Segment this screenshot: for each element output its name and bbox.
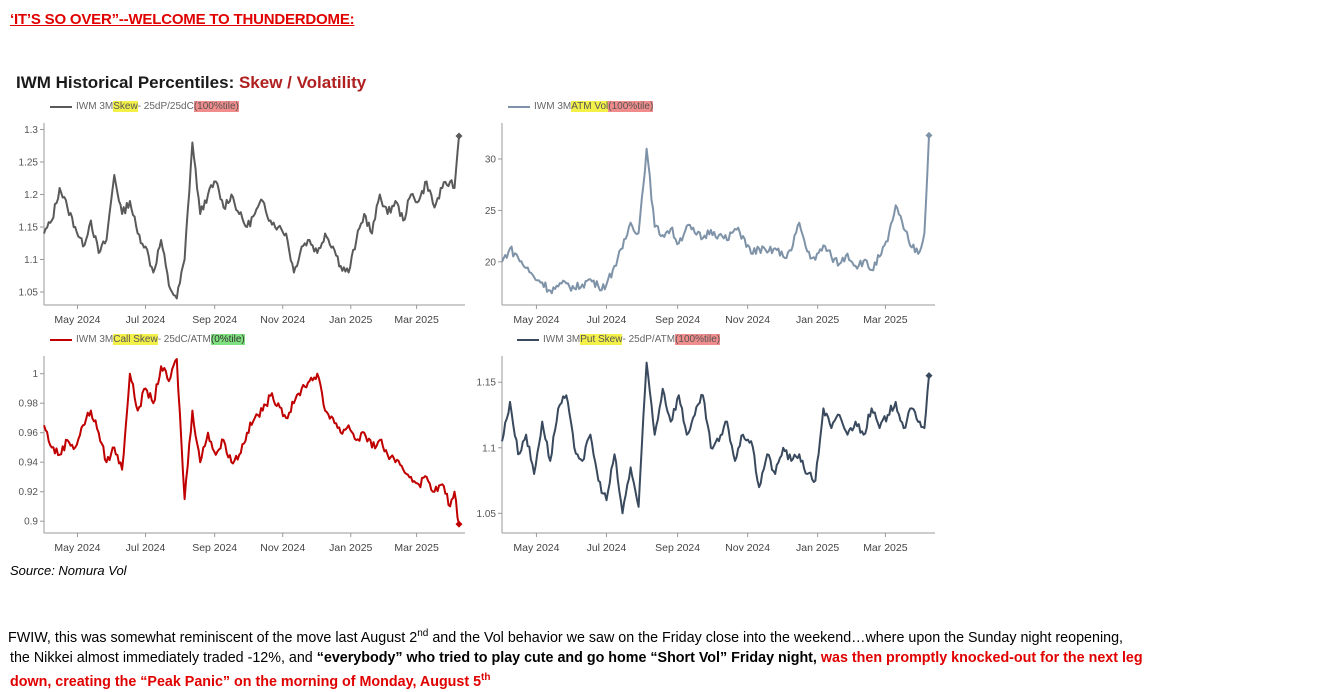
x-tick-label: Jul 2024 [126,314,166,326]
source-note: Source: Nomura Vol [10,563,127,578]
series-line [43,358,460,525]
y-tick-label: 30 [485,154,497,165]
y-tick-label: 0.98 [19,399,39,410]
legend-atm-tag: (100%tile) [608,101,654,112]
y-tick-label: 1.05 [477,509,497,520]
y-tick-label: 1.1 [24,255,38,266]
legend-swatch-call [50,338,72,341]
x-tick-label: Mar 2025 [394,542,439,554]
x-tick-label: Jul 2024 [587,542,627,554]
p-line1-post: and the Vol behavior we saw on the Frida… [428,629,1123,646]
call-skew-chart: 0.9 0.92 0.94 0.96 0.98 1 May 2024 Jul 2024 Sep … [19,356,465,554]
legend-call-mid: - 25dC/ATM [157,334,211,345]
legend-swatch-put [517,338,539,341]
x-tick-label: Sep 2024 [655,542,700,554]
y-tick-label: 1.15 [477,378,497,389]
paragraph-line-3: down, creating the “Peak Panic” on the m… [8,668,1314,692]
skew-chart: 1.05 1.1 1.15 1.2 1.25 1.3 May 2024 Jul 2024 Sep… [19,123,465,326]
legend-skew-mid: - 25dP/25dC [137,101,194,112]
legend-atm: IWM 3M ATM Vol (100%tile) [508,101,654,112]
series-line [501,135,930,295]
x-tick-label: Mar 2025 [394,314,439,326]
figure-title-accent: Skew / Volatility [238,73,367,92]
legend-swatch-atm [508,105,530,108]
legend-put-highlight: Put Skew [580,334,623,345]
legend-put: IWM 3M Put Skew - 25dP/ATM (100%tile) [517,334,721,345]
p-line2-pre: the Nikkei almost immediately traded -12… [10,649,317,666]
series-line [43,135,460,300]
p-line1-sup: nd [417,628,429,639]
p-line3-sup: th [481,671,491,683]
legend-call-tag: (0%tile) [210,334,245,345]
legend-put-pre: IWM 3M [543,334,581,345]
x-tick-label: Jul 2024 [587,314,627,326]
x-tick-label: May 2024 [513,314,559,326]
legend-skew-highlight: Skew [113,101,138,112]
legend-atm-pre: IWM 3M [534,101,572,112]
figure-title-main: IWM Historical Percentiles: [16,73,239,92]
series-line [501,361,930,515]
x-tick-label: Jan 2025 [796,314,839,326]
x-tick-label: Jan 2025 [329,542,372,554]
legend-swatch-skew [50,105,72,108]
paragraph-line-2: the Nikkei almost immediately traded -12… [8,648,1314,668]
figure-title: IWM Historical Percentiles: Skew / Volat… [16,73,366,93]
x-tick-label: Jan 2025 [329,314,372,326]
legend-put-mid: - 25dP/ATM [622,334,676,345]
legend-skew-tag: (100%tile) [193,101,239,112]
y-tick-label: 20 [485,257,497,268]
y-tick-label: 1.1 [482,443,496,454]
p-line3-red: down, creating the “Peak Panic” on the m… [10,673,482,690]
put-skew-chart: 1.05 1.1 1.15 May 2024 Jul 2024 Sep 2024 Nov 2… [477,356,935,554]
y-tick-label: 0.96 [19,428,39,439]
commentary-paragraph: FWIW, this was somewhat reminiscent of t… [8,624,1314,692]
legend-atm-highlight: ATM Vol [571,101,609,112]
atm-vol-chart: 20 25 30 May 2024 Jul 2024 Sep 2024 Nov 2024 Ja… [485,123,935,326]
last-point-marker [925,372,933,380]
y-tick-label: 0.92 [19,487,39,498]
legend-skew-pre: IWM 3M [76,101,114,112]
p-line2-red: was then promptly knocked-out for the ne… [820,649,1143,666]
x-tick-label: Nov 2024 [725,314,770,326]
x-tick-label: Nov 2024 [725,542,770,554]
x-tick-label: Nov 2024 [260,314,305,326]
last-point-marker [455,520,463,528]
p-line2-bold: “everybody” who tried to play cute and g… [316,649,821,666]
legend-call: IWM 3M Call Skew - 25dC/ATM (0%tile) [50,334,245,345]
last-point-marker [925,131,933,139]
x-tick-label: Jan 2025 [796,542,839,554]
x-tick-label: Nov 2024 [260,542,305,554]
x-tick-label: May 2024 [513,542,559,554]
y-tick-label: 0.94 [19,458,39,469]
legend-call-highlight: Call Skew [113,334,158,345]
legend-put-tag: (100%tile) [675,334,721,345]
x-tick-label: May 2024 [54,542,100,554]
y-tick-label: 1.05 [19,288,39,299]
legend-skew: IWM 3M Skew - 25dP/25dC (100%tile) [50,101,239,112]
legend-call-pre: IWM 3M [76,334,114,345]
y-tick-label: 1.25 [19,158,39,169]
y-tick-label: 25 [485,206,497,217]
y-tick-label: 1.3 [24,125,38,136]
last-point-marker [455,132,463,140]
y-tick-label: 0.9 [24,517,38,528]
headline: ‘IT’S SO OVER”--WELCOME TO THUNDERDOME: [10,11,355,28]
x-tick-label: Sep 2024 [655,314,700,326]
x-tick-label: Jul 2024 [126,542,166,554]
y-tick-label: 1.2 [24,190,38,201]
x-tick-label: Mar 2025 [863,542,908,554]
p-line1-pre: FWIW, this was somewhat reminiscent of t… [8,629,418,646]
x-tick-label: Sep 2024 [192,314,237,326]
x-tick-label: May 2024 [54,314,100,326]
y-tick-label: 1 [32,369,38,380]
paragraph-line-1: FWIW, this was somewhat reminiscent of t… [8,624,1314,648]
x-tick-label: Mar 2025 [863,314,908,326]
x-tick-label: Sep 2024 [192,542,237,554]
y-tick-label: 1.15 [19,223,39,234]
